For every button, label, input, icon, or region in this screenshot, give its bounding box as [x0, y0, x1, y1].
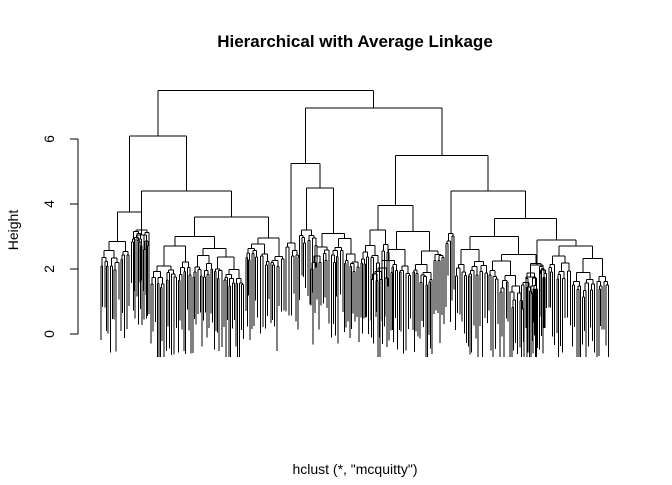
y-tick-label: 6 — [41, 135, 57, 143]
y-axis: 0 2 4 6 — [41, 135, 79, 338]
x-axis-label: hclust (*, "mcquitty") — [292, 461, 417, 477]
y-tick-label: 2 — [41, 265, 57, 273]
y-axis-label: Height — [5, 210, 21, 251]
y-tick-label: 4 — [41, 200, 57, 208]
dendrogram-tree — [100, 89, 610, 357]
chart-title: Hierarchical with Average Linkage — [217, 32, 493, 51]
y-tick-label: 0 — [41, 330, 57, 338]
